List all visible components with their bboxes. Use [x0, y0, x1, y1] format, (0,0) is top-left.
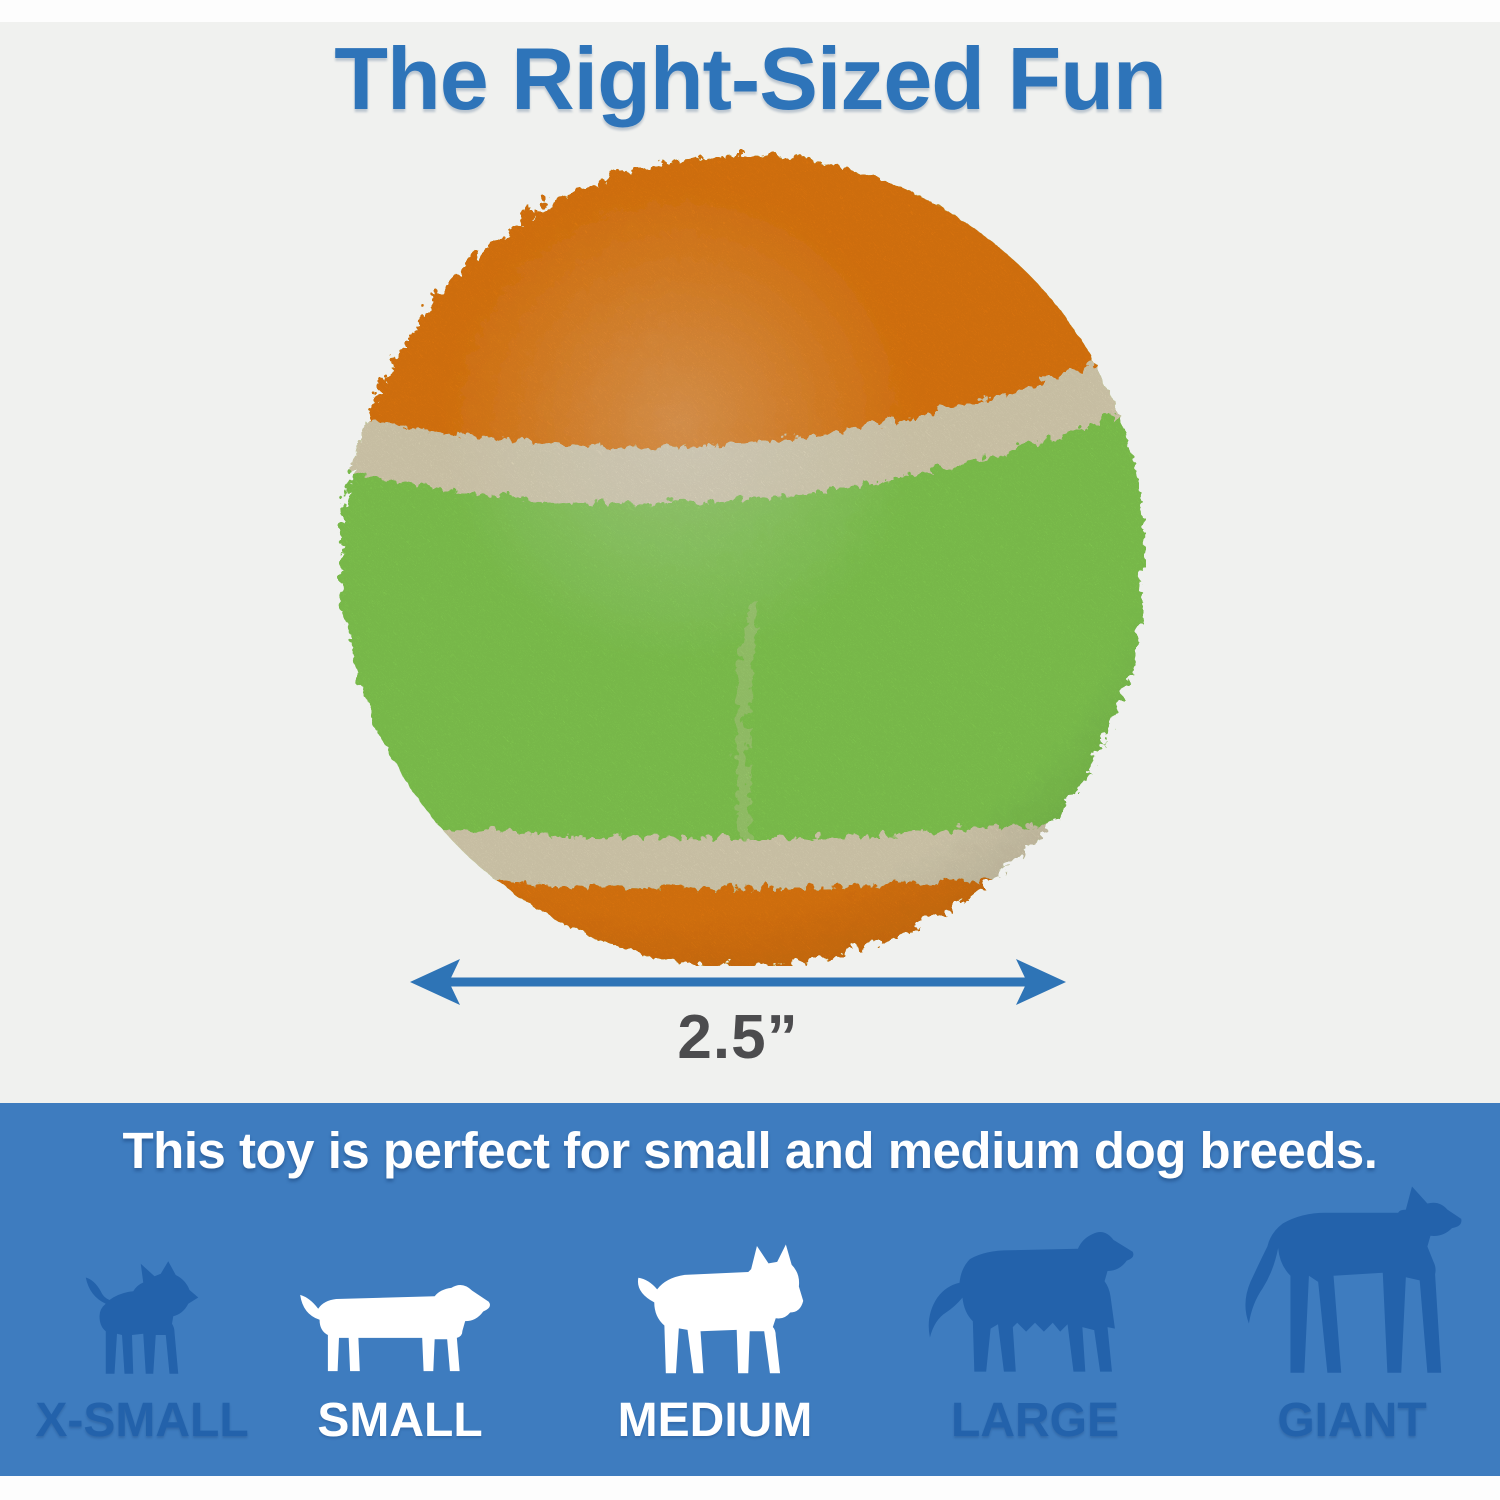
arrowhead-right-icon [1016, 959, 1066, 1005]
page-title: The Right-Sized Fun [334, 29, 1167, 128]
chihuahua-icon [85, 1261, 199, 1374]
arrowhead-left-icon [410, 959, 460, 1005]
tennis-ball-image [338, 151, 1142, 963]
dimension-label: 2.5” [677, 1003, 799, 1072]
banner-heading: This toy is perfect for small and medium… [122, 1122, 1378, 1179]
bull-terrier-icon [637, 1244, 804, 1374]
dimension-arrow [410, 959, 1066, 1005]
size-guide-banner: This toy is perfect for small and medium… [0, 1103, 1500, 1476]
golden-retriever-icon [928, 1231, 1134, 1372]
dachshund-icon [300, 1284, 490, 1371]
size-item-medium: MEDIUM [595, 1178, 835, 1448]
great-dane-icon [1245, 1186, 1462, 1373]
size-label-large: LARGE [951, 1393, 1119, 1447]
size-item-large: LARGE [910, 1178, 1160, 1448]
size-label-small: SMALL [317, 1393, 483, 1447]
size-label-giant: GIANT [1277, 1393, 1427, 1447]
size-item-small: SMALL [285, 1178, 515, 1448]
size-item-giant: GIANT [1227, 1178, 1477, 1448]
size-label-medium: MEDIUM [617, 1393, 813, 1447]
size-label-x-small: X-SMALL [35, 1393, 249, 1447]
size-item-x-small: X-SMALL [27, 1178, 257, 1448]
